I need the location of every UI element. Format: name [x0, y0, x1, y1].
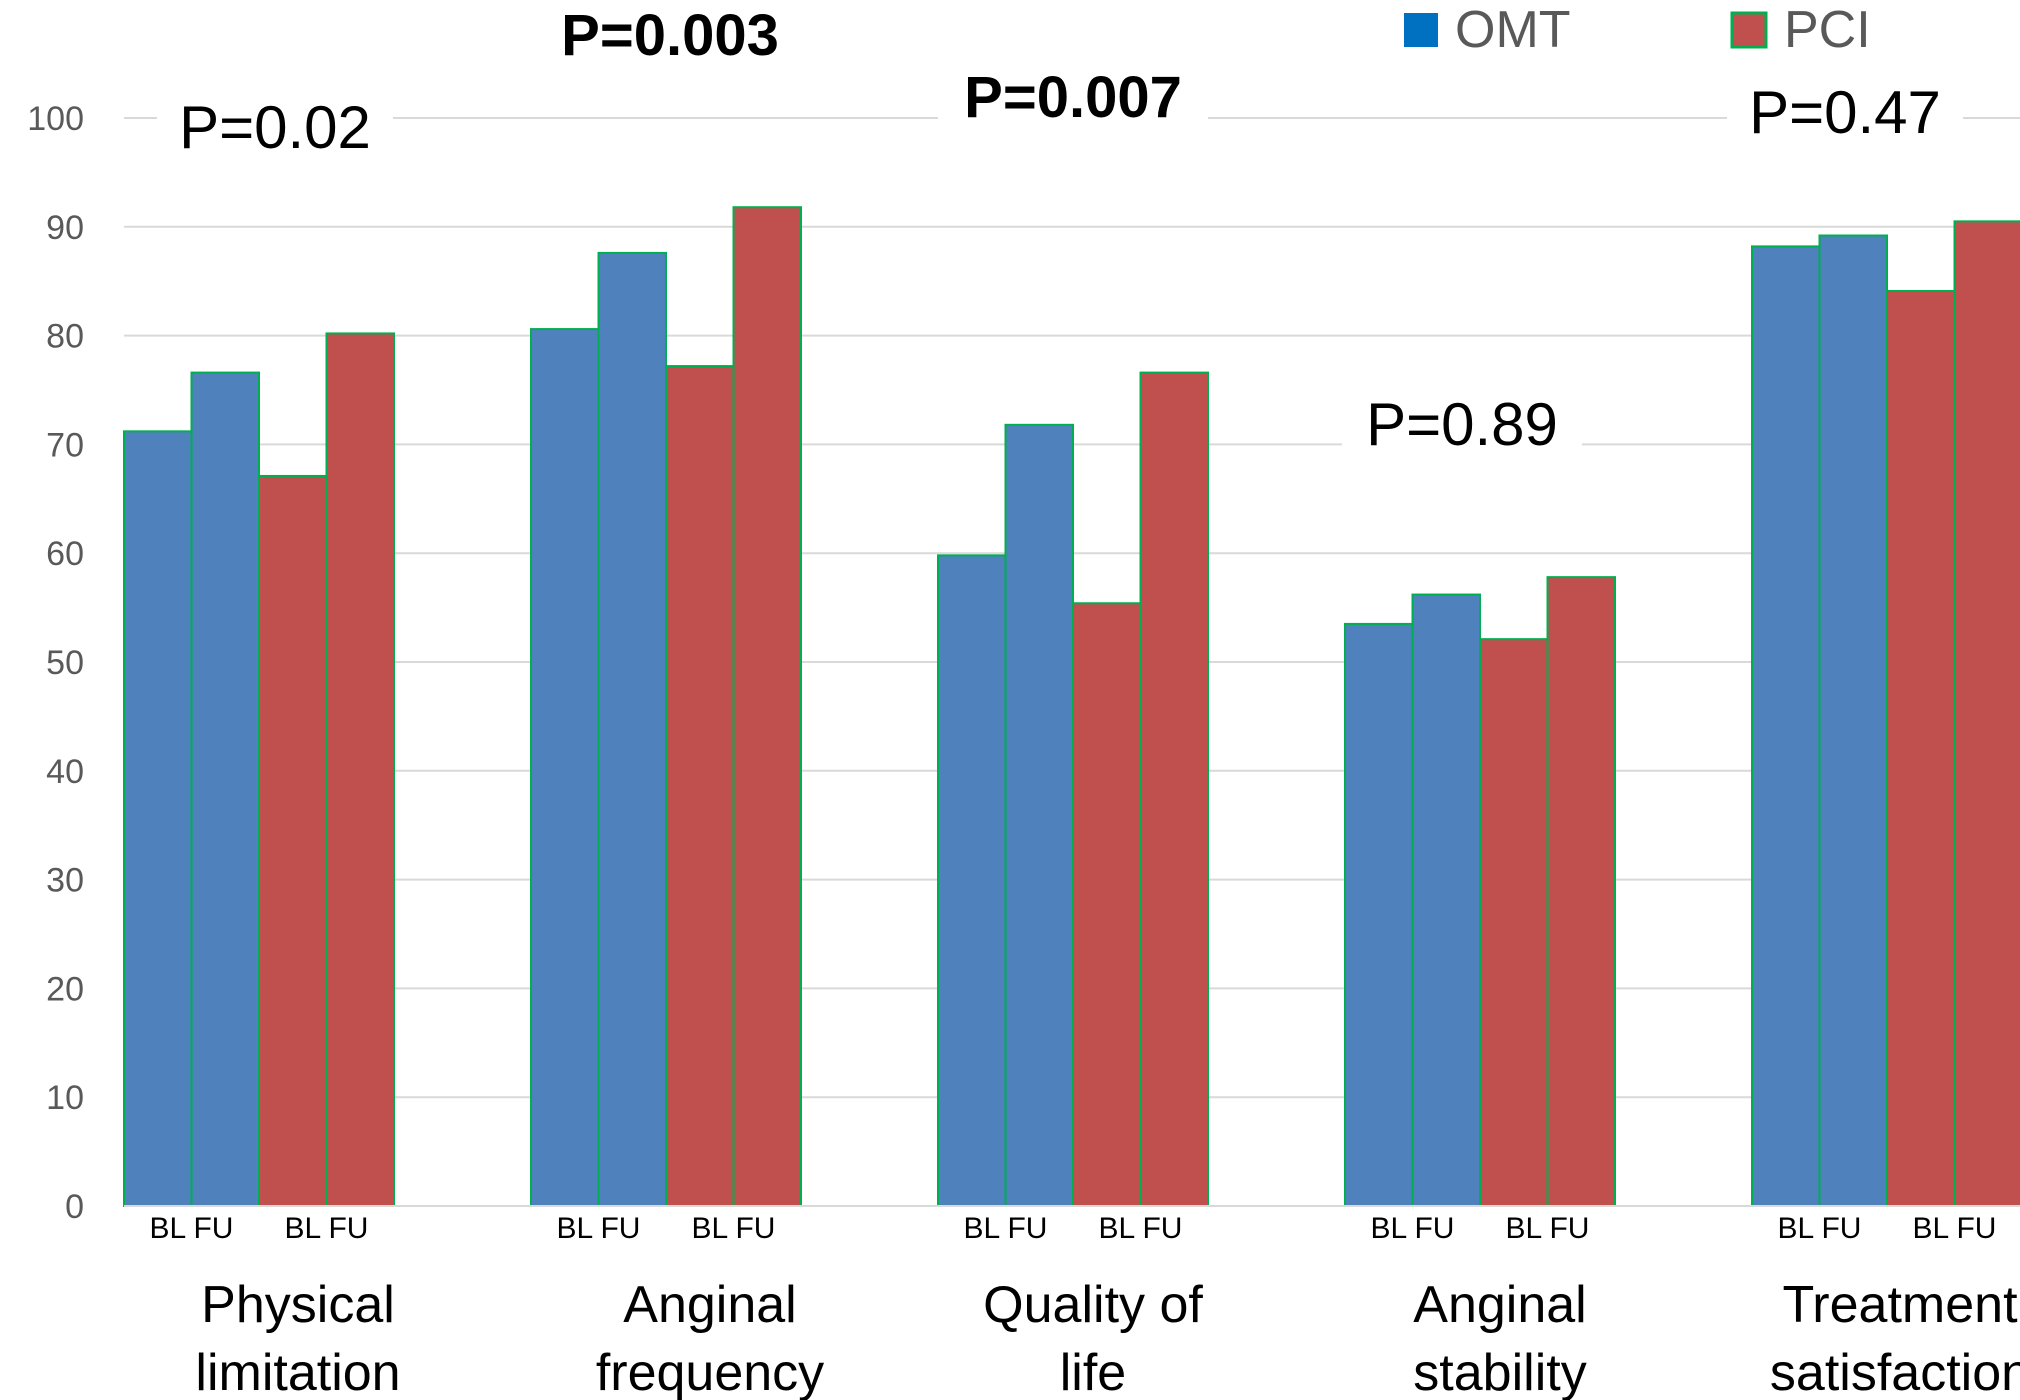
sub-label: BL FU: [1913, 1212, 1997, 1245]
sub-label: BL FU: [1778, 1212, 1862, 1245]
bar-pci-bl: [258, 474, 328, 1207]
category-label: Anginal: [623, 1276, 796, 1334]
category-label: Anginal: [1413, 1276, 1586, 1334]
x-axis-labels: BL FU BL FU Physical limitation BL FU BL FU An…: [150, 1212, 2020, 1400]
bar-omt-bl: [530, 328, 600, 1207]
legend-swatch-omt: [1404, 13, 1438, 47]
y-tick-label: 40: [46, 753, 84, 791]
annotation-backdrop: [1342, 440, 1582, 449]
legend-label-pci: PCI: [1784, 1, 1871, 59]
category-label: frequency: [596, 1344, 824, 1400]
bar-pci-fu: [1139, 371, 1209, 1208]
bar-pci-fu: [1953, 220, 2020, 1208]
legend-label-omt: OMT: [1455, 1, 1571, 59]
p-value-label: P=0.003: [561, 3, 779, 68]
category-label: Quality of: [983, 1276, 1203, 1334]
bar-omt-bl: [937, 554, 1007, 1207]
p-value-annotations: P=0.02 P=0.003 P=0.007 P=0.89 P=0.47: [179, 3, 1941, 458]
bar-omt-bl: [1751, 245, 1821, 1208]
p-value-label: P=0.007: [964, 65, 1182, 130]
y-tick-label: 0: [65, 1188, 84, 1226]
sub-label: BL FU: [1099, 1212, 1183, 1245]
category-label: life: [1060, 1344, 1126, 1400]
y-axis-ticks: 0 10 20 30 40 50 60 70 80 90 100: [27, 100, 84, 1226]
y-tick-label: 30: [46, 862, 84, 900]
bar-pci-bl: [1886, 289, 1956, 1207]
bar-omt-fu: [1411, 593, 1481, 1207]
bar-pci-fu: [732, 206, 802, 1207]
y-tick-label: 10: [46, 1079, 84, 1117]
bar-pci-bl: [665, 365, 735, 1207]
y-tick-label: 100: [27, 100, 84, 138]
sub-label: BL FU: [1506, 1212, 1590, 1245]
p-value-label: P=0.47: [1749, 79, 1941, 146]
legend-swatch-pci: [1730, 11, 1768, 49]
bar-omt-bl: [1344, 622, 1414, 1207]
category-label: Treatment: [1782, 1276, 2018, 1334]
y-tick-label: 50: [46, 644, 84, 682]
sub-label: BL FU: [285, 1212, 369, 1245]
p-value-label: P=0.02: [179, 94, 371, 161]
bars: [123, 206, 2020, 1208]
bar-pci-fu: [1546, 576, 1616, 1207]
bar-omt-bl: [123, 430, 193, 1207]
sub-label: BL FU: [150, 1212, 234, 1245]
y-tick-label: 70: [46, 426, 84, 464]
y-tick-label: 20: [46, 970, 84, 1008]
sub-label: BL FU: [692, 1212, 776, 1245]
sub-label: BL FU: [1371, 1212, 1455, 1245]
bar-omt-fu: [1004, 423, 1074, 1208]
legend: OMT PCI: [1404, 1, 1871, 59]
y-tick-label: 80: [46, 318, 84, 356]
bar-omt-fu: [597, 251, 667, 1208]
bar-omt-fu: [190, 371, 260, 1208]
sub-label: BL FU: [964, 1212, 1048, 1245]
category-label: satisfaction: [1770, 1344, 2020, 1400]
y-tick-label: 60: [46, 535, 84, 573]
category-label: limitation: [195, 1344, 400, 1400]
bar-pci-bl: [1072, 602, 1142, 1207]
sub-label: BL FU: [557, 1212, 641, 1245]
bar-pci-fu: [325, 332, 395, 1207]
y-tick-label: 90: [46, 209, 84, 247]
category-label: stability: [1413, 1344, 1586, 1400]
bar-pci-bl: [1479, 638, 1549, 1207]
bar-omt-fu: [1818, 234, 1888, 1207]
category-label: Physical: [201, 1276, 395, 1334]
p-value-label: P=0.89: [1366, 391, 1558, 458]
